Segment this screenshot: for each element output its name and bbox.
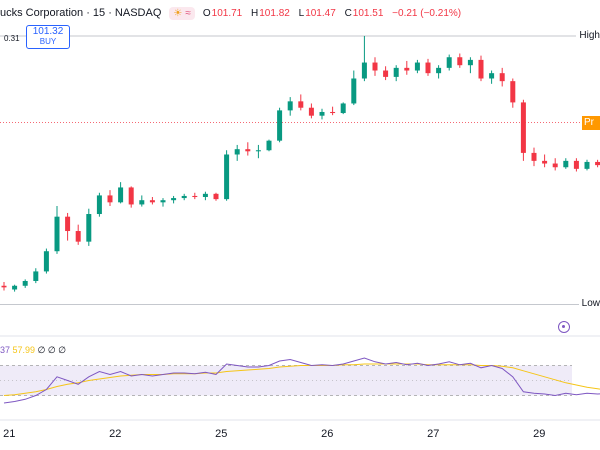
rsi-pane (0, 357, 600, 404)
price-pane (0, 35, 600, 305)
symbol-title[interactable]: ucks Corporation · 15 · NASDAQ (0, 7, 162, 19)
candle-body (54, 216, 60, 252)
candle-body (86, 214, 92, 242)
candles-group (1, 35, 600, 292)
candle-body (22, 280, 28, 286)
candle-body (33, 271, 39, 281)
high-price-tag: High (576, 28, 600, 43)
candle-body (160, 200, 166, 203)
candle-body (404, 67, 410, 71)
spread-value: 0.31 (4, 34, 20, 43)
close-key: C (344, 7, 352, 19)
candle-body (192, 195, 198, 198)
candle-body (224, 154, 230, 200)
time-tick-label: 27 (427, 428, 440, 440)
candle-body (531, 152, 537, 161)
rsi-legend: 37 57.99 ∅ ∅ ∅ (0, 345, 66, 356)
rsi-ma-value: 57.99 (12, 345, 36, 355)
candle-body (12, 285, 18, 290)
sun-icon: ☀ (173, 7, 183, 19)
candle-body (139, 200, 145, 205)
candle-body (383, 70, 389, 77)
wave-icon: ≈ (185, 7, 191, 19)
candle-body (372, 62, 378, 71)
candle-body (478, 59, 484, 79)
candle-body (361, 62, 367, 79)
candle-body (319, 111, 325, 116)
candle-body (118, 187, 124, 203)
status-pill[interactable]: ☀ ≈ (169, 6, 195, 20)
low-value: 101.47 (305, 7, 336, 19)
current-price-tag: Pr (582, 115, 600, 130)
time-tick-label: 22 (109, 428, 122, 440)
candle-body (340, 103, 346, 114)
candle-body (266, 140, 272, 151)
high-key: H (251, 7, 259, 19)
candle-body (43, 251, 49, 272)
candle-body (446, 57, 452, 68)
candle-body (287, 101, 293, 111)
candle-body (393, 67, 399, 77)
low-key: L (298, 7, 305, 19)
candle-body (75, 231, 81, 242)
time-tick-label: 26 (321, 428, 334, 440)
chart-legend-header: ucks Corporation · 15 · NASDAQ ☀ ≈ O101.… (0, 4, 461, 22)
candle-body (107, 195, 113, 203)
candle-body (1, 285, 7, 288)
candle-body (436, 67, 442, 74)
candle-body (457, 57, 463, 66)
candle-body (573, 160, 579, 169)
candle-body (351, 78, 357, 104)
close-value: 101.51 (352, 7, 384, 19)
candle-body (149, 200, 155, 203)
candle-body (308, 107, 314, 116)
rsi-line (3, 357, 600, 404)
target-icon[interactable] (558, 321, 570, 333)
candle-body (552, 163, 558, 168)
candle-body (520, 102, 526, 153)
candle-body (499, 73, 505, 82)
rsi-band (0, 365, 572, 396)
low-price-tag: Low (578, 297, 600, 312)
candle-body (489, 73, 495, 79)
buy-label: BUY (39, 37, 57, 46)
time-tick-label: 29 (533, 428, 546, 440)
open-value: 101.71 (211, 7, 243, 19)
time-tick-label: 25 (215, 428, 228, 440)
candle-body (255, 150, 261, 152)
candle-body (467, 59, 473, 66)
candle-body (595, 161, 600, 166)
buy-button[interactable]: 101.32 BUY (26, 25, 70, 49)
candle-body (65, 216, 71, 232)
candle-body (277, 110, 283, 141)
candle-body (181, 195, 187, 199)
rsi-ma-line (3, 363, 600, 396)
change-value: −0.21 (−0.21%) (392, 7, 462, 19)
candle-body (213, 193, 219, 200)
candle-body (245, 149, 251, 152)
candle-body (584, 161, 590, 169)
candle-body (234, 149, 240, 155)
rsi-extra-values: ∅ ∅ ∅ (37, 345, 67, 355)
open-key: O (202, 7, 211, 19)
ohlc-values: O101.71 H101.82 L101.47 C101.51 −0.21 (−… (203, 8, 461, 19)
candle-body (542, 160, 548, 164)
candle-body (202, 193, 208, 198)
candle-body (171, 198, 177, 201)
candle-body (414, 62, 420, 71)
time-tick-label: 21 (3, 428, 16, 440)
buy-price: 101.32 (32, 26, 64, 37)
high-value: 101.82 (259, 7, 290, 19)
candle-body (128, 187, 134, 205)
candle-body (510, 81, 516, 103)
candle-body (298, 101, 304, 108)
candle-body (425, 62, 431, 74)
candle-body (330, 111, 336, 114)
candle-body (96, 195, 102, 215)
candle-body (563, 160, 569, 168)
rsi-value: 37 (0, 345, 11, 355)
